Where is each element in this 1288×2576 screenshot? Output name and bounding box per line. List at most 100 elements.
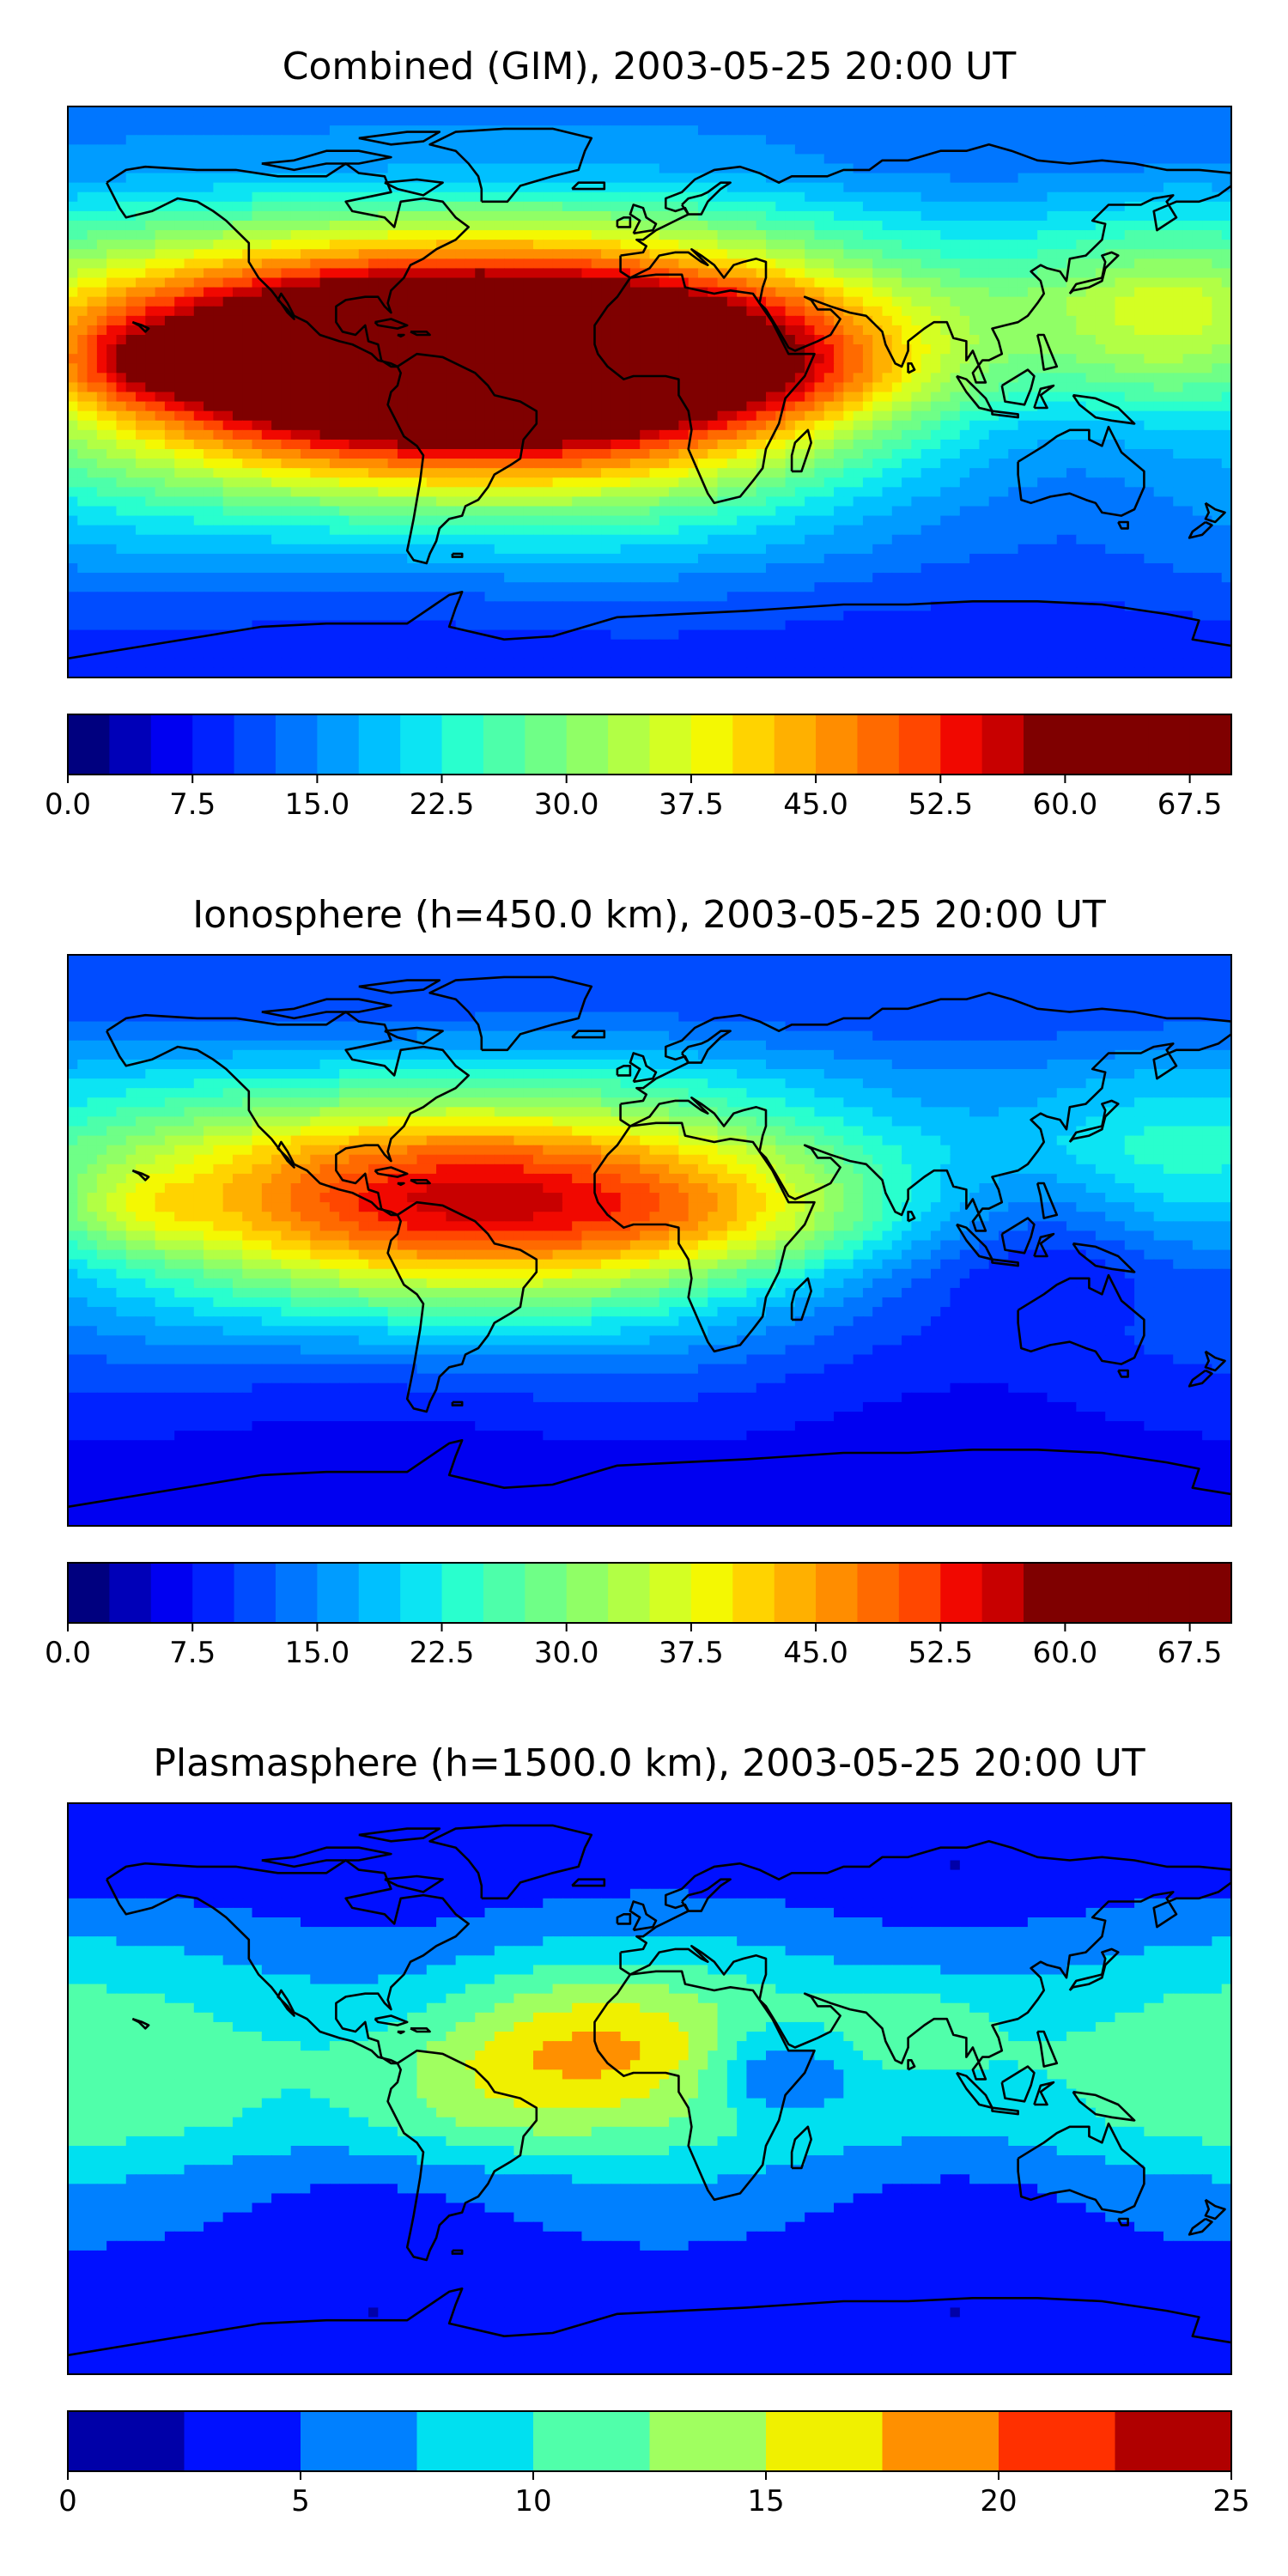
field-cell bbox=[911, 191, 922, 203]
field-cell bbox=[213, 249, 224, 260]
field-cell bbox=[717, 210, 728, 222]
field-cell bbox=[1076, 344, 1087, 355]
field-cell bbox=[688, 344, 699, 355]
field-cell bbox=[116, 201, 127, 212]
field-cell bbox=[640, 487, 651, 498]
field-cell bbox=[737, 401, 748, 412]
field-cell bbox=[1066, 306, 1078, 317]
field-cell bbox=[1037, 373, 1048, 384]
field-cell bbox=[484, 163, 495, 174]
field-cell bbox=[184, 449, 195, 459]
field-cell bbox=[484, 249, 495, 260]
field-cell bbox=[407, 144, 418, 155]
field-cell bbox=[930, 182, 942, 193]
field-cell bbox=[969, 325, 981, 336]
field-cell bbox=[1212, 354, 1223, 365]
field-cell bbox=[843, 182, 854, 193]
field-cell bbox=[1221, 306, 1231, 317]
field-cell bbox=[1182, 477, 1194, 489]
field-cell bbox=[1056, 182, 1067, 193]
field-cell bbox=[1008, 449, 1019, 459]
field-cell bbox=[649, 410, 660, 422]
field-cell bbox=[746, 163, 757, 174]
field-cell bbox=[329, 401, 340, 412]
field-cell bbox=[145, 392, 156, 403]
field-cell bbox=[601, 106, 612, 117]
field-cell bbox=[1173, 306, 1184, 317]
field-cell bbox=[155, 240, 166, 251]
field-cell bbox=[649, 392, 660, 403]
field-cell bbox=[1115, 439, 1126, 450]
field-cell bbox=[988, 230, 999, 240]
field-cell bbox=[1027, 191, 1038, 203]
field-cell bbox=[678, 335, 690, 345]
field-cell bbox=[349, 182, 360, 193]
field-cell bbox=[766, 410, 777, 422]
field-cell bbox=[1018, 344, 1029, 355]
field-cell bbox=[523, 354, 534, 365]
field-cell bbox=[1018, 163, 1029, 174]
field-cell bbox=[136, 182, 147, 193]
field-cell bbox=[999, 468, 1010, 479]
field-cell bbox=[669, 477, 680, 489]
field-cell bbox=[552, 163, 563, 174]
field-cell bbox=[252, 496, 263, 507]
field-cell bbox=[125, 363, 137, 374]
field-cell bbox=[222, 221, 234, 231]
field-cell bbox=[1163, 373, 1175, 384]
field-cell bbox=[1115, 154, 1126, 165]
field-cell bbox=[397, 401, 409, 412]
field-cell bbox=[436, 116, 447, 126]
field-cell bbox=[533, 287, 544, 298]
field-cell bbox=[222, 191, 234, 203]
field-cell bbox=[145, 106, 156, 117]
field-cell bbox=[484, 173, 495, 184]
field-cell bbox=[116, 449, 127, 459]
field-cell bbox=[426, 354, 437, 365]
field-cell bbox=[125, 201, 137, 212]
field-cell bbox=[281, 230, 292, 240]
field-cell bbox=[1212, 249, 1223, 260]
field-cell bbox=[562, 258, 573, 270]
field-cell bbox=[475, 144, 486, 155]
field-cell bbox=[920, 163, 932, 174]
field-cell bbox=[1202, 449, 1213, 459]
field-cell bbox=[319, 116, 331, 126]
field-cell bbox=[591, 182, 602, 193]
field-cell bbox=[301, 125, 312, 137]
field-cell bbox=[969, 201, 981, 212]
field-cell bbox=[358, 182, 369, 193]
field-cell bbox=[290, 468, 301, 479]
field-cell bbox=[155, 135, 166, 146]
field-cell bbox=[543, 392, 554, 403]
field-cell bbox=[872, 154, 884, 165]
field-cell bbox=[950, 287, 961, 298]
field-cell bbox=[1076, 315, 1087, 326]
field-cell bbox=[523, 173, 534, 184]
field-cell bbox=[1105, 459, 1116, 469]
field-cell bbox=[581, 439, 592, 450]
field-cell bbox=[455, 106, 466, 117]
field-cell bbox=[543, 230, 554, 240]
field-cell bbox=[455, 363, 466, 374]
field-cell bbox=[513, 125, 525, 137]
field-cell bbox=[106, 287, 118, 298]
field-cell bbox=[930, 201, 942, 212]
field-cell bbox=[387, 296, 398, 307]
field-cell bbox=[697, 487, 709, 498]
field-cell bbox=[640, 401, 651, 412]
field-cell bbox=[999, 335, 1010, 345]
field-cell bbox=[669, 459, 680, 469]
field-cell bbox=[640, 496, 651, 507]
field-cell bbox=[329, 249, 340, 260]
field-cell bbox=[882, 306, 893, 317]
field-cell bbox=[329, 392, 340, 403]
field-cell bbox=[697, 459, 709, 469]
field-cell bbox=[426, 325, 437, 336]
field-cell bbox=[794, 258, 805, 270]
field-cell bbox=[193, 410, 204, 422]
field-cell bbox=[1153, 287, 1164, 298]
field-cell bbox=[358, 258, 369, 270]
field-cell bbox=[629, 163, 641, 174]
